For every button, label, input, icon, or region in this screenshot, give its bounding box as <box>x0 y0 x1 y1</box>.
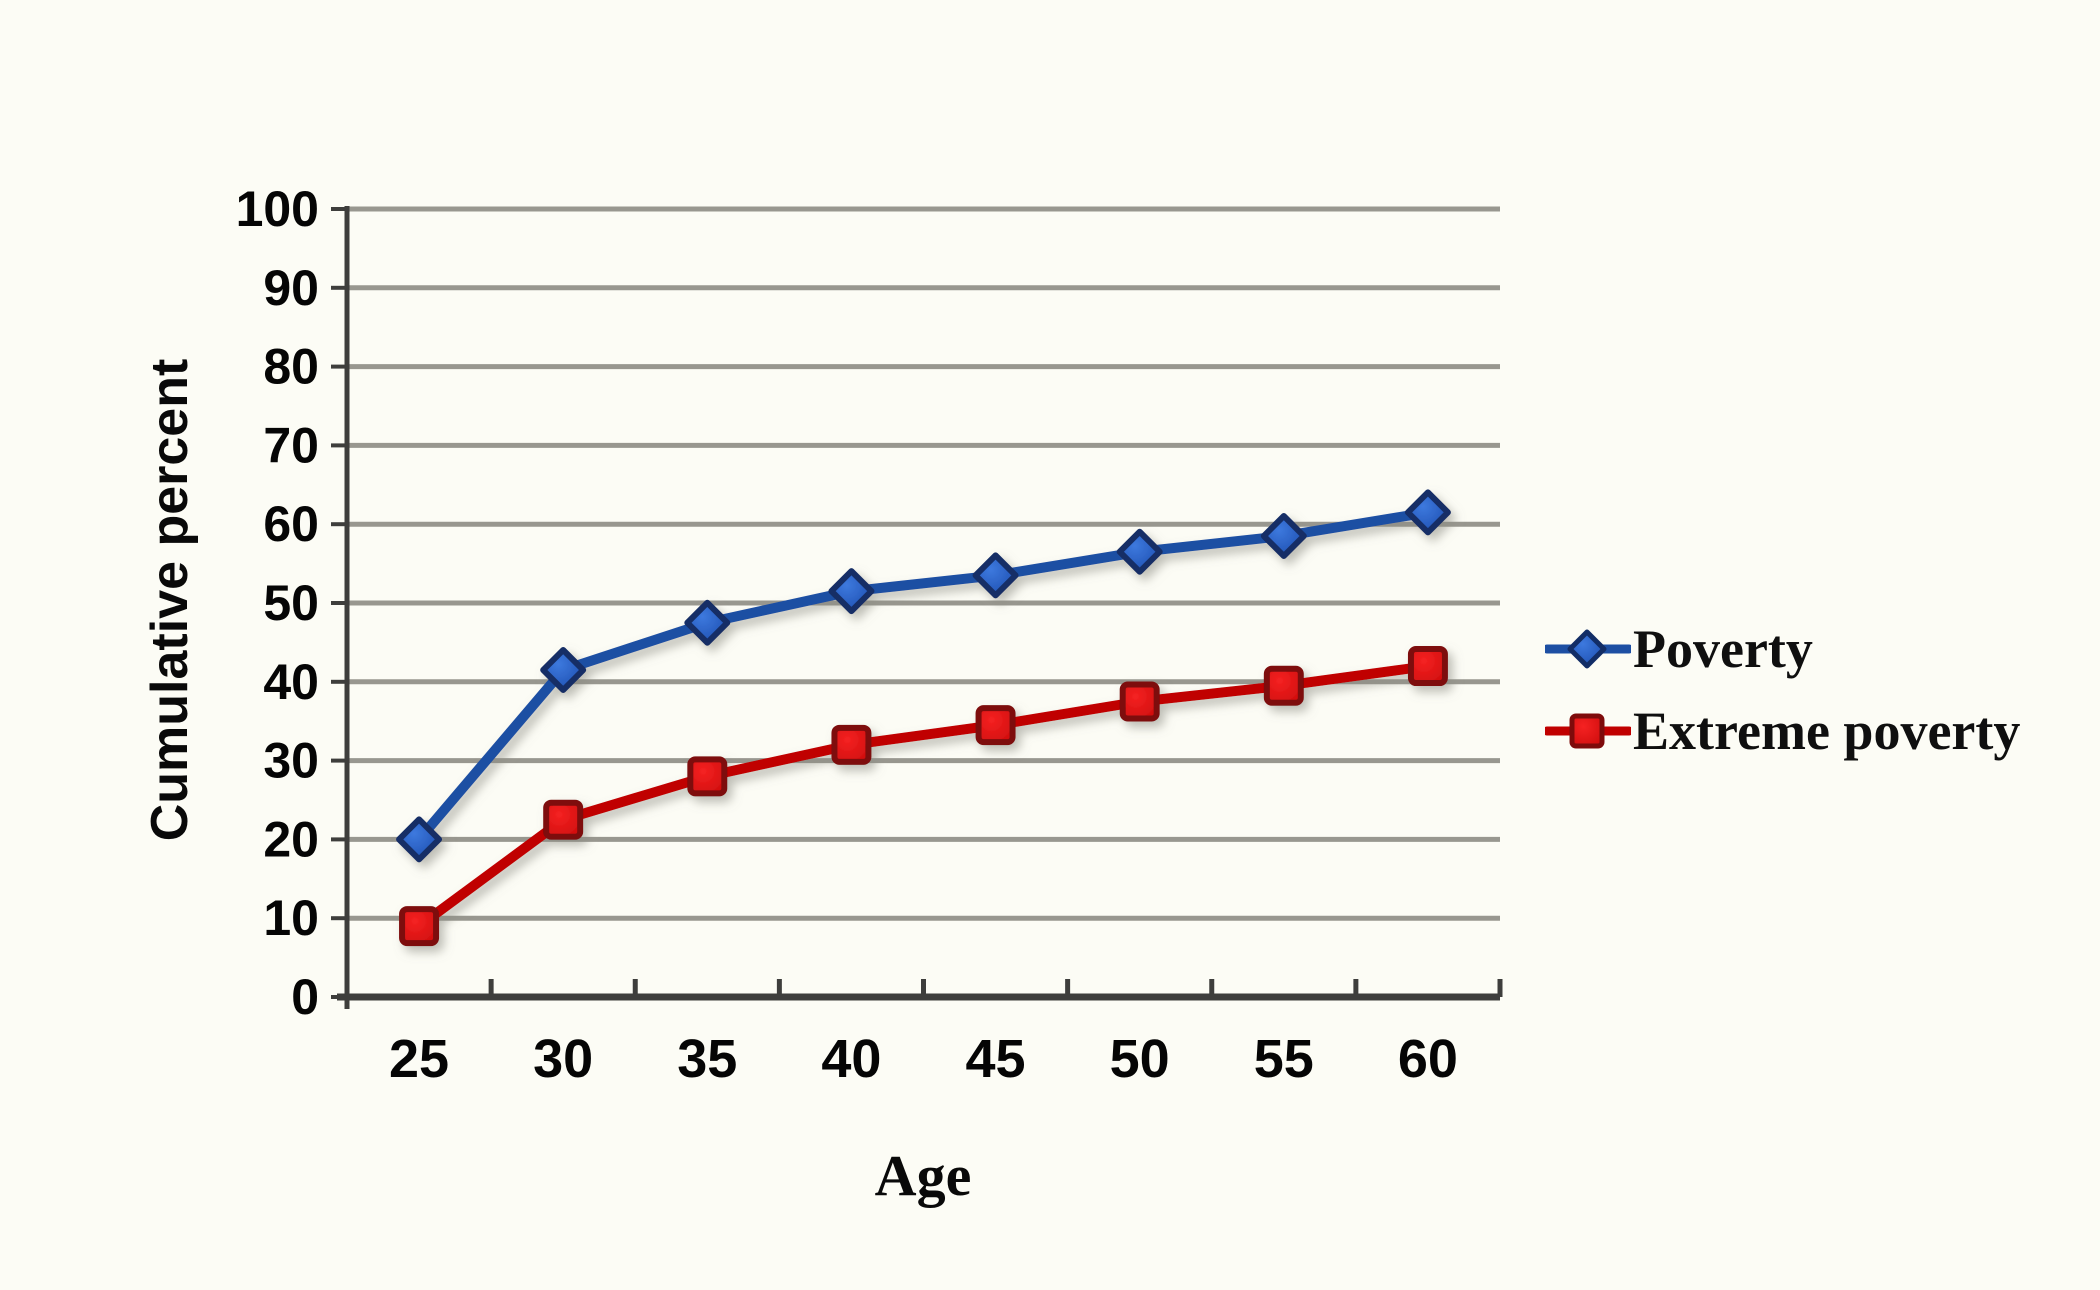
legend-item-poverty: Poverty <box>1545 618 2020 680</box>
data-point-diamond <box>1260 513 1307 560</box>
data-point-square <box>543 799 584 840</box>
y-tick-label: 100 <box>236 181 319 237</box>
x-axis-title: Age <box>874 1143 972 1208</box>
series-line <box>414 507 1433 845</box>
data-point-square <box>1263 665 1304 706</box>
legend: Poverty Extreme poverty <box>1545 618 2020 762</box>
data-point-diamond <box>1116 528 1163 575</box>
y-tick-label: 20 <box>263 811 319 867</box>
x-tick-label: 50 <box>1110 1029 1170 1089</box>
y-tick-label: 30 <box>263 733 319 789</box>
series-extreme-poverty <box>399 646 1448 947</box>
x-tick-label: 55 <box>1254 1029 1314 1089</box>
series-line <box>414 661 1433 932</box>
y-tick-label: 10 <box>263 890 319 946</box>
x-tick-label: 25 <box>389 1029 449 1089</box>
x-tick-label: 45 <box>966 1029 1026 1089</box>
data-point-square <box>1407 646 1448 687</box>
y-tick-label: 40 <box>263 654 319 710</box>
legend-label: Poverty <box>1633 619 1813 679</box>
data-point-square <box>831 724 872 765</box>
y-tick-label: 80 <box>263 339 319 395</box>
data-point-diamond <box>540 646 587 693</box>
x-tick-label: 40 <box>821 1029 881 1089</box>
data-point-square <box>399 906 440 947</box>
y-tick-label: 0 <box>291 969 319 1025</box>
legend-label: Extreme poverty <box>1633 701 2021 761</box>
x-tick-label: 35 <box>677 1029 737 1089</box>
data-point-diamond <box>396 816 443 863</box>
data-point-diamond <box>828 568 875 615</box>
series-poverty <box>396 489 1451 863</box>
data-point-square <box>1119 681 1160 722</box>
legend-marker-square-icon <box>1545 713 1631 749</box>
data-point-diamond <box>1404 489 1451 536</box>
data-point-diamond <box>684 599 731 646</box>
y-tick-label: 60 <box>263 496 319 552</box>
x-tick-label: 30 <box>533 1029 593 1089</box>
x-tick-label: 60 <box>1398 1029 1458 1089</box>
y-tick-label: 90 <box>263 260 319 316</box>
legend-marker <box>1569 713 1605 749</box>
y-tick-label: 50 <box>263 575 319 631</box>
data-point-square <box>687 756 728 797</box>
data-point-square <box>975 705 1016 746</box>
y-axis-title: Cumulative percent <box>141 358 199 842</box>
data-point-diamond <box>972 552 1019 599</box>
legend-marker-diamond-icon <box>1545 629 1631 669</box>
legend-marker <box>1567 629 1607 669</box>
y-tick-label: 70 <box>263 417 319 473</box>
legend-item-extreme-poverty: Extreme poverty <box>1545 700 2020 762</box>
